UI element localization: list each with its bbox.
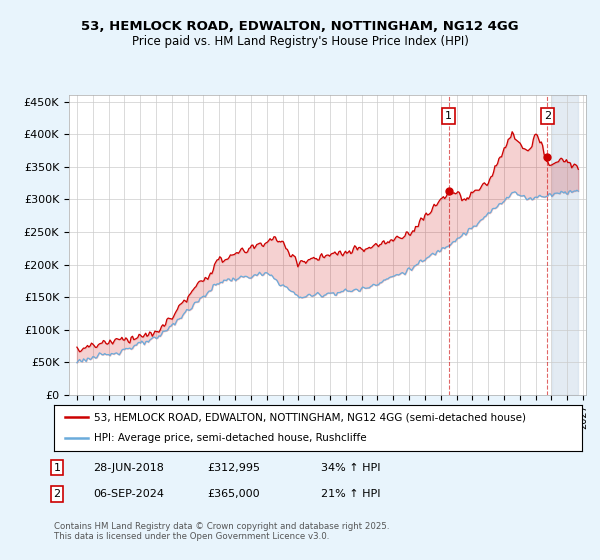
Text: 2: 2 <box>53 489 61 499</box>
Text: £365,000: £365,000 <box>207 489 260 499</box>
Text: 1: 1 <box>445 111 452 121</box>
Text: 21% ↑ HPI: 21% ↑ HPI <box>321 489 380 499</box>
Text: Price paid vs. HM Land Registry's House Price Index (HPI): Price paid vs. HM Land Registry's House … <box>131 35 469 48</box>
Text: 2: 2 <box>544 111 551 121</box>
Text: 1: 1 <box>53 463 61 473</box>
Text: 28-JUN-2018: 28-JUN-2018 <box>93 463 164 473</box>
Text: HPI: Average price, semi-detached house, Rushcliffe: HPI: Average price, semi-detached house,… <box>94 433 366 444</box>
Text: 53, HEMLOCK ROAD, EDWALTON, NOTTINGHAM, NG12 4GG: 53, HEMLOCK ROAD, EDWALTON, NOTTINGHAM, … <box>81 20 519 32</box>
Text: 34% ↑ HPI: 34% ↑ HPI <box>321 463 380 473</box>
Text: 53, HEMLOCK ROAD, EDWALTON, NOTTINGHAM, NG12 4GG (semi-detached house): 53, HEMLOCK ROAD, EDWALTON, NOTTINGHAM, … <box>94 412 526 422</box>
Text: 06-SEP-2024: 06-SEP-2024 <box>93 489 164 499</box>
Text: Contains HM Land Registry data © Crown copyright and database right 2025.
This d: Contains HM Land Registry data © Crown c… <box>54 522 389 542</box>
Text: £312,995: £312,995 <box>207 463 260 473</box>
